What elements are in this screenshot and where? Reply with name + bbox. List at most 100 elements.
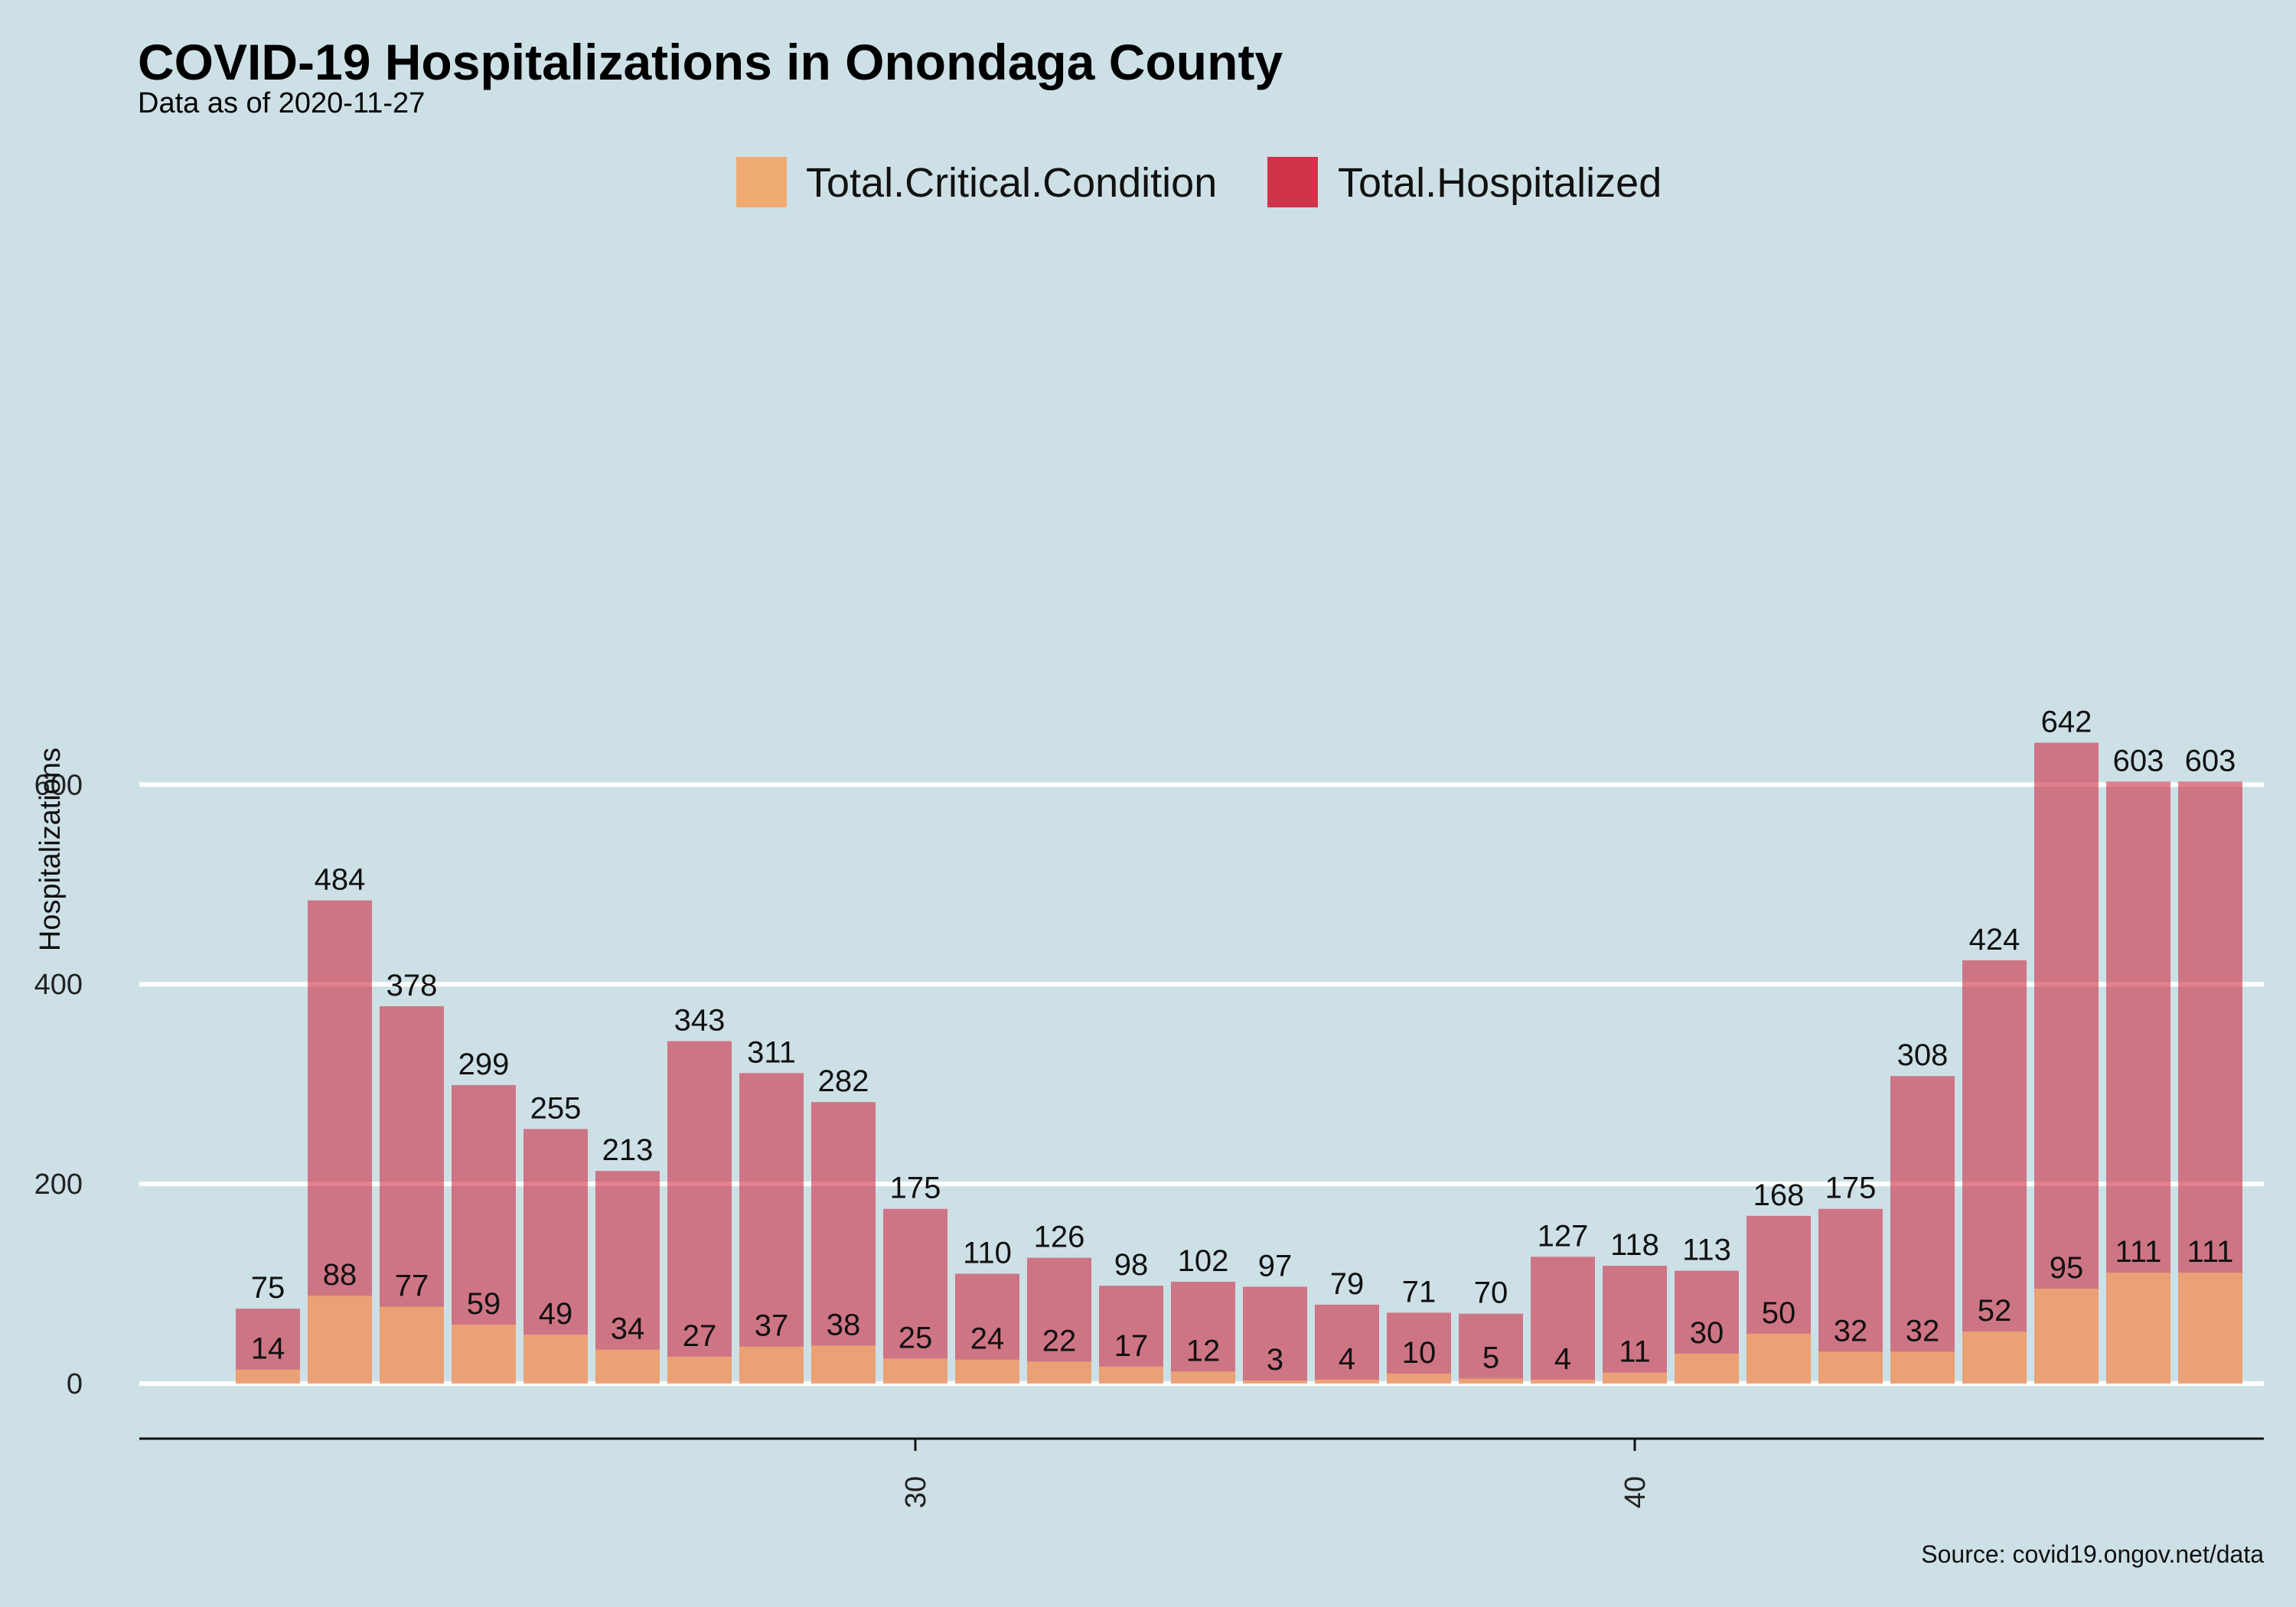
- bar-total-hospitalized: [1962, 960, 2027, 1384]
- bar-total-critical: [955, 1359, 1019, 1384]
- bar-total-hospitalized: [811, 1102, 876, 1384]
- label-total-hospitalized: 213: [602, 1133, 654, 1167]
- bar-total-hospitalized: [1459, 1313, 1523, 1384]
- label-total-hospitalized: 168: [1753, 1178, 1805, 1212]
- label-total-hospitalized: 343: [674, 1004, 726, 1038]
- label-total-critical: 12: [1186, 1334, 1221, 1367]
- legend-label-critical: Total.Critical.Condition: [806, 160, 1217, 206]
- label-total-critical: 10: [1402, 1336, 1437, 1370]
- bar-total-critical: [1459, 1378, 1523, 1384]
- bar-total-hospitalized: [1243, 1286, 1307, 1384]
- label-total-critical: 50: [1762, 1296, 1796, 1330]
- label-total-critical: 22: [1042, 1324, 1077, 1358]
- source-caption: Source: covid19.ongov.net/data: [1921, 1540, 2264, 1568]
- label-total-critical: 38: [827, 1308, 861, 1341]
- bar-total-critical: [883, 1358, 947, 1384]
- bar-total-critical: [523, 1335, 588, 1384]
- bar-total-critical: [2034, 1289, 2099, 1384]
- legend-swatch-hospitalized: [1267, 157, 1318, 207]
- label-total-critical: 32: [1906, 1314, 1940, 1348]
- label-total-critical: 30: [1690, 1316, 1724, 1350]
- label-total-critical: 11: [1619, 1335, 1651, 1369]
- bar-total-hospitalized: [739, 1073, 804, 1384]
- bar-total-critical: [1099, 1366, 1163, 1384]
- label-total-critical: 3: [1267, 1343, 1283, 1377]
- label-total-hospitalized: 71: [1402, 1275, 1437, 1309]
- series-total-critical-condition: [236, 1273, 2242, 1384]
- bar-total-hospitalized: [1603, 1266, 1667, 1384]
- x-tick-label: 40: [1619, 1476, 1652, 1508]
- y-tick-label: 200: [34, 1169, 83, 1201]
- label-total-hospitalized: 75: [251, 1271, 285, 1305]
- y-tick-label: 400: [34, 969, 83, 1001]
- bar-total-hospitalized: [2034, 742, 2099, 1384]
- label-total-critical: 17: [1114, 1329, 1149, 1363]
- bar-total-hospitalized: [1531, 1257, 1595, 1384]
- bar-total-critical: [1890, 1351, 1955, 1384]
- y-axis-ticks: 0 200 400 600: [34, 769, 83, 1400]
- label-total-critical: 14: [251, 1332, 285, 1366]
- label-total-hospitalized: 642: [2041, 706, 2092, 739]
- label-total-hospitalized: 97: [1258, 1249, 1293, 1283]
- label-total-hospitalized: 126: [1034, 1221, 1085, 1254]
- bar-total-hospitalized: [1890, 1076, 1955, 1384]
- label-total-critical: 4: [1554, 1342, 1571, 1376]
- bar-total-critical: [1243, 1380, 1307, 1384]
- label-total-critical: 25: [899, 1321, 933, 1354]
- bar-total-critical: [811, 1345, 876, 1384]
- label-total-hospitalized: 282: [818, 1064, 869, 1098]
- label-total-hospitalized: 255: [530, 1091, 582, 1125]
- label-total-hospitalized: 175: [1825, 1172, 1877, 1205]
- label-total-hospitalized: 102: [1178, 1244, 1229, 1278]
- label-total-critical: 32: [1834, 1314, 1868, 1348]
- bar-total-hospitalized: [595, 1171, 660, 1384]
- legend-label-hospitalized: Total.Hospitalized: [1338, 160, 1662, 206]
- label-total-hospitalized: 424: [1969, 923, 2020, 957]
- label-total-hospitalized: 118: [1610, 1228, 1659, 1262]
- label-total-hospitalized: 603: [2185, 744, 2236, 777]
- bar-total-hospitalized: [1387, 1312, 1451, 1384]
- bar-total-critical: [1675, 1353, 1739, 1384]
- chart-title: COVID-19 Hospitalizations in Onondaga Co…: [138, 34, 1283, 90]
- label-total-critical: 59: [467, 1287, 501, 1321]
- bar-total-critical: [1171, 1371, 1235, 1384]
- y-axis-label: Hospitalizations: [34, 748, 67, 951]
- label-total-hospitalized: 378: [386, 969, 438, 1002]
- bar-total-critical: [1818, 1351, 1883, 1384]
- bar-total-critical: [1387, 1373, 1451, 1384]
- bar-total-critical: [452, 1325, 516, 1384]
- label-total-critical: 24: [970, 1322, 1005, 1356]
- label-total-critical: 111: [2187, 1235, 2234, 1269]
- y-tick-label: 0: [67, 1368, 83, 1400]
- label-total-hospitalized: 311: [747, 1035, 796, 1069]
- bar-total-critical: [1531, 1379, 1595, 1384]
- bar-total-critical: [1603, 1372, 1667, 1384]
- bar-total-critical: [2178, 1273, 2242, 1384]
- x-tick-label: 30: [900, 1476, 932, 1508]
- label-total-critical: 52: [1978, 1294, 2012, 1328]
- label-total-critical: 111: [2115, 1235, 2162, 1269]
- label-total-critical: 4: [1339, 1342, 1355, 1376]
- chart-subtitle: Data as of 2020-11-27: [138, 87, 425, 119]
- label-total-critical: 88: [323, 1258, 357, 1292]
- bar-total-hospitalized: [667, 1041, 732, 1384]
- bar-total-critical: [1315, 1379, 1379, 1384]
- label-total-hospitalized: 110: [963, 1237, 1012, 1270]
- bar-total-critical: [667, 1356, 732, 1384]
- label-total-hospitalized: 308: [1897, 1038, 1949, 1072]
- label-total-hospitalized: 70: [1474, 1276, 1508, 1310]
- bar-total-hospitalized: [883, 1208, 947, 1384]
- label-total-critical: 77: [395, 1270, 429, 1303]
- label-total-critical: 95: [2050, 1251, 2084, 1285]
- label-total-hospitalized: 127: [1538, 1219, 1589, 1253]
- label-total-hospitalized: 299: [458, 1048, 510, 1081]
- bar-total-hospitalized: [1315, 1304, 1379, 1384]
- label-total-hospitalized: 603: [2113, 744, 2164, 777]
- bar-total-critical: [236, 1369, 300, 1384]
- bar-total-critical: [739, 1346, 804, 1384]
- label-total-hospitalized: 113: [1682, 1234, 1731, 1267]
- bar-total-critical: [595, 1349, 660, 1384]
- label-total-critical: 5: [1482, 1341, 1499, 1374]
- label-total-critical: 37: [755, 1309, 789, 1343]
